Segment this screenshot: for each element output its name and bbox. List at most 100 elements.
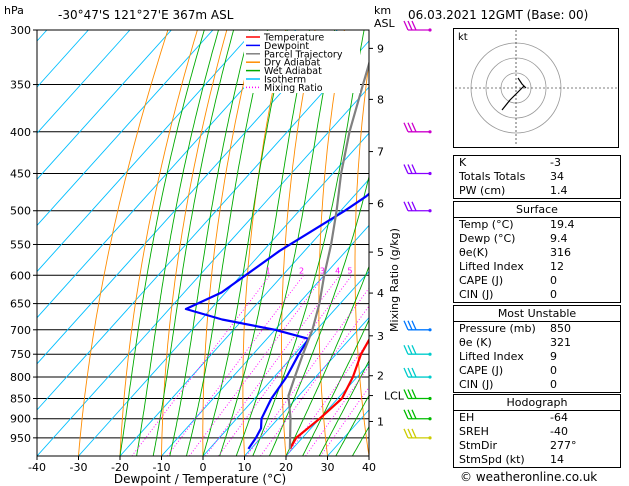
- mixing-ratio-line: [218, 275, 353, 456]
- wind-barb-flag: [411, 409, 417, 419]
- x-tick-label: 10: [238, 461, 252, 474]
- x-tick-label: -20: [111, 461, 129, 474]
- isotherm-line: [37, 30, 131, 134]
- mixing-ratio-label: 20: [427, 266, 437, 275]
- wind-barb-flag: [411, 320, 417, 331]
- hodograph-kt-label: kt: [458, 32, 468, 43]
- hodograph-row-label: EH: [459, 411, 475, 424]
- pressure-tick-label: 800: [10, 371, 31, 384]
- pressure-tick-label: 850: [10, 392, 31, 405]
- wind-barb-flag: [403, 389, 409, 399]
- dry-adiabat-line: [78, 30, 169, 456]
- hodograph-trace: [517, 77, 527, 89]
- wind-barb-flag: [403, 409, 409, 419]
- surface-row: Dewp (°C) 9.4: [454, 232, 620, 246]
- lcl-label: LCL: [384, 390, 405, 403]
- location-title: -30°47'S 121°27'E 367m ASL: [58, 8, 234, 22]
- dry-adiabat-line: [424, 30, 452, 456]
- mixing-ratio-line: [246, 287, 369, 456]
- wind-barb-dot: [428, 352, 432, 356]
- dry-adiabat-line: [202, 30, 257, 456]
- wet-adiabat-line: [235, 30, 336, 456]
- wind-barb-flag: [407, 409, 413, 419]
- hodograph-row-value: 277°: [550, 439, 577, 452]
- wind-barb-flag: [407, 20, 413, 31]
- isotherm-line: [161, 224, 369, 456]
- datetime-title: 06.03.2021 12GMT (Base: 00): [408, 8, 589, 22]
- wind-barb-dot: [428, 375, 432, 379]
- x-tick-label: -40: [28, 461, 46, 474]
- wind-barb-flag: [411, 367, 417, 378]
- km-tick-label: 4: [377, 287, 384, 300]
- wind-barb-flag: [403, 122, 409, 133]
- dry-adiabat-line: [281, 30, 316, 456]
- km-tick-label: 2: [377, 370, 384, 383]
- wind-barb-flag: [411, 201, 417, 212]
- isotherm-line: [244, 316, 369, 456]
- most-unstable-row-value: 0: [550, 378, 557, 391]
- wind-barb-flag: [403, 367, 409, 378]
- hodograph-table: Hodograph EH -64 SREH -40 StmDir 277° StmSpd (…: [453, 394, 621, 468]
- dry-adiabat-line: [161, 30, 228, 456]
- pressure-tick-label: 300: [10, 24, 31, 37]
- most-unstable-row-value: 9: [550, 350, 557, 363]
- km-tick-label: 8: [377, 93, 384, 106]
- mixing-ratio-line: [167, 275, 304, 456]
- surface-row-value: 0: [550, 274, 557, 287]
- wind-barb-dot: [428, 436, 432, 440]
- tt-value: 34: [550, 170, 564, 183]
- dry-adiabat-line: [119, 30, 198, 456]
- mixing-ratio-label: 4: [335, 266, 340, 275]
- km-tick-label: 9: [377, 42, 384, 55]
- wind-barb-flag: [403, 20, 409, 31]
- y-axis-title: Mixing Ratio (g/kg): [388, 228, 401, 332]
- mixing-ratio-label: 5: [347, 266, 352, 275]
- mixing-ratio-label: 2: [299, 266, 304, 275]
- wet-adiabat-line: [252, 30, 365, 456]
- most-unstable-row-label: CIN (J): [459, 378, 494, 391]
- most-unstable-row-value: 321: [550, 336, 571, 349]
- pw-value: 1.4: [550, 184, 568, 197]
- surface-row: CAPE (J) 0: [454, 274, 620, 288]
- tt-label: Totals Totals: [459, 170, 526, 183]
- dry-adiabat-line: [242, 30, 287, 456]
- x-tick-label: -30: [70, 461, 88, 474]
- x-tick-label: 20: [279, 461, 293, 474]
- mixing-ratio-label: 1: [265, 266, 270, 275]
- most-unstable-row: Pressure (mb) 850: [454, 322, 620, 336]
- wind-barb-dot: [428, 328, 432, 332]
- hodograph-row-label: SREH: [459, 425, 489, 438]
- mixing-ratio-label: 8: [374, 266, 379, 275]
- wet-adiabat-line: [285, 265, 369, 456]
- wet-adiabat-line: [136, 30, 219, 456]
- most-unstable-row: θe (K) 321: [454, 336, 620, 350]
- isotherm-line: [37, 30, 297, 319]
- hpa-label: hPa: [4, 4, 24, 17]
- wet-adiabat-line: [219, 30, 310, 456]
- mixing-ratio-line: [189, 275, 325, 456]
- most-unstable-row: CIN (J) 0: [454, 378, 620, 392]
- surface-row-label: θe(K): [459, 246, 489, 259]
- x-axis-title: Dewpoint / Temperature (°C): [114, 472, 286, 486]
- mixing-ratio-line: [205, 275, 341, 456]
- hodograph-row: StmDir 277°: [454, 439, 620, 453]
- surface-row: Lifted Index 12: [454, 260, 620, 274]
- hodograph-row: StmSpd (kt) 14: [454, 453, 620, 467]
- hodograph-row-label: StmDir: [459, 439, 498, 452]
- surface-row-value: 0: [550, 288, 557, 301]
- pressure-tick-label: 350: [10, 79, 31, 92]
- surface-row: Temp (°C) 19.4: [454, 218, 620, 232]
- km-tick-label: 5: [377, 246, 384, 259]
- km-tick-label: 6: [377, 198, 384, 211]
- pw-label: PW (cm): [459, 184, 506, 197]
- wind-barb-dot: [428, 130, 432, 134]
- surface-table: Surface Temp (°C) 19.4 Dewp (°C) 9.4 θe(K) 31…: [453, 201, 621, 303]
- pressure-tick-label: 400: [10, 126, 31, 139]
- surface-row-label: CIN (J): [459, 288, 494, 301]
- hodograph-table-title: Hodograph: [506, 396, 568, 409]
- hodograph-row-label: StmSpd (kt): [459, 453, 525, 466]
- legend-label: Parcel Trajectory: [264, 49, 343, 60]
- series-temperature-line: [288, 337, 369, 450]
